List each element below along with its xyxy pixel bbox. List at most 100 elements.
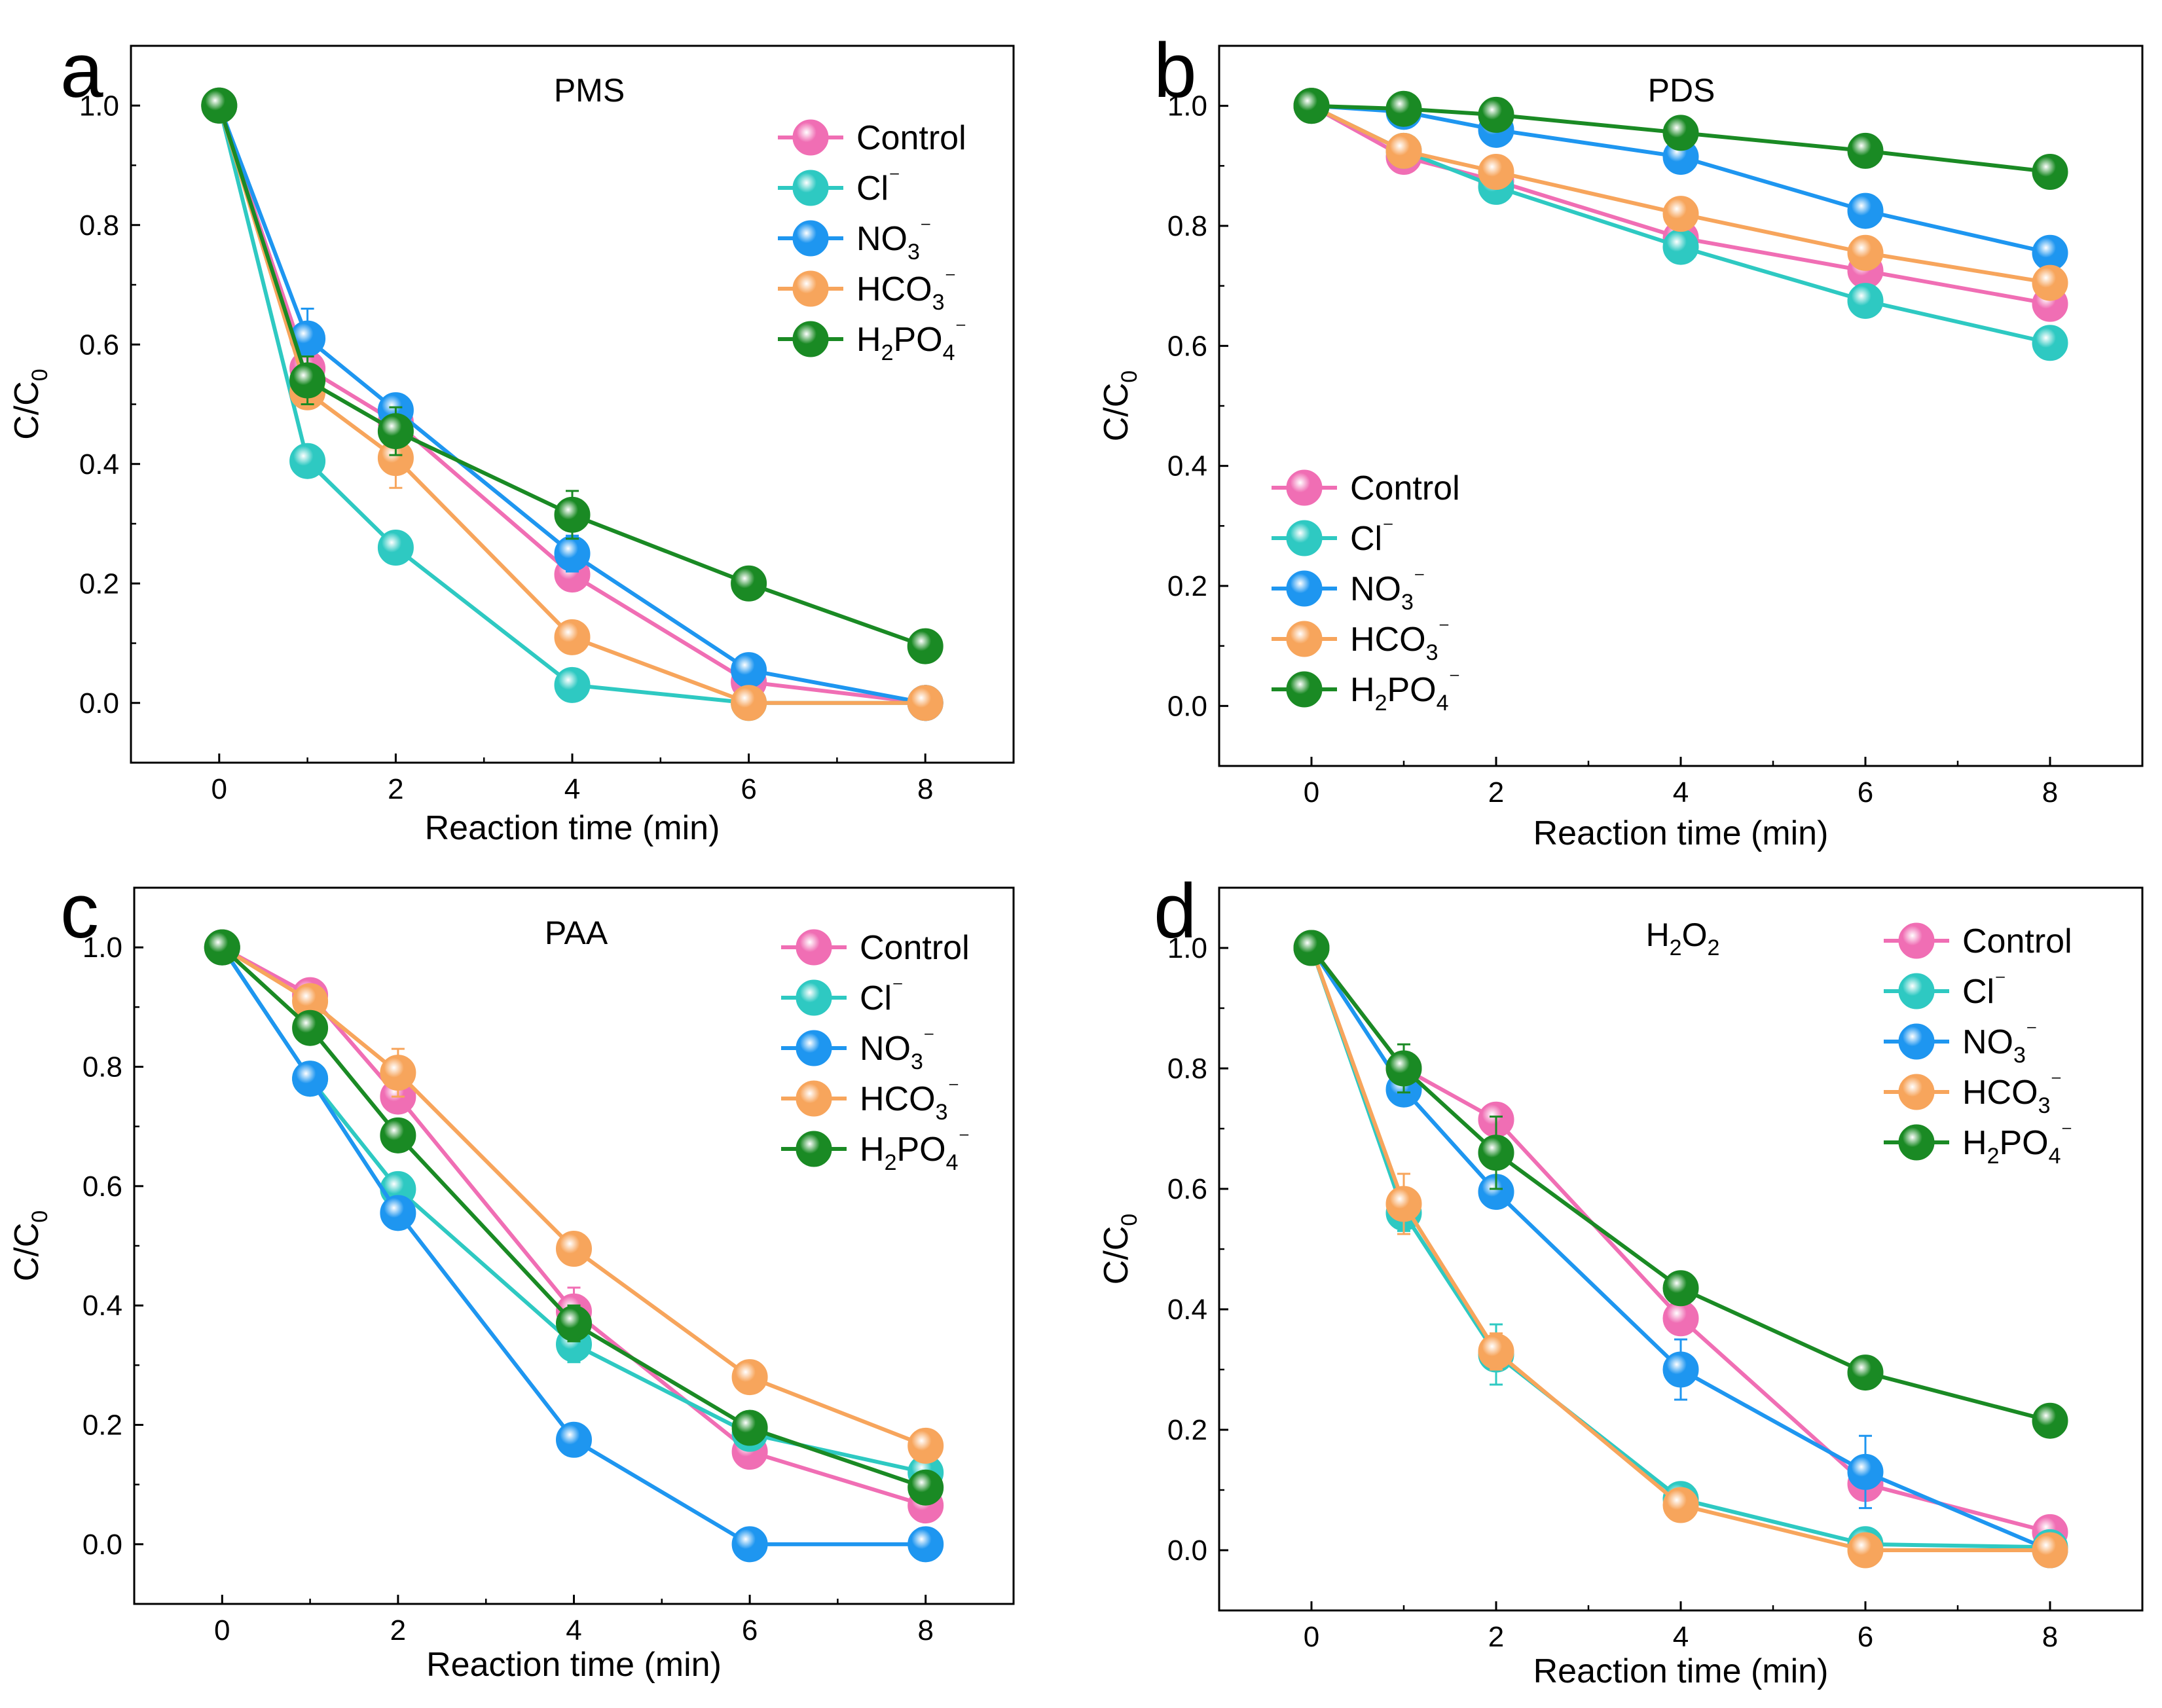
legend-label: H2PO4⁻ — [860, 1127, 970, 1175]
series-line — [1310, 947, 2051, 1423]
series-line — [220, 946, 926, 1546]
legend-label: Cl⁻ — [1350, 516, 1394, 558]
x-tick-label: 8 — [2042, 1621, 2058, 1653]
data-point — [201, 87, 238, 124]
data-point — [1847, 1354, 1884, 1391]
data-point — [2032, 1402, 2068, 1439]
y-tick-label: 1.0 — [82, 932, 122, 964]
data-point — [1478, 1135, 1514, 1171]
x-tick-label: 0 — [214, 1614, 230, 1646]
legend-marker — [1898, 1023, 1935, 1060]
series-4 — [201, 87, 944, 664]
legend-label: HCO3⁻ — [1350, 617, 1450, 665]
x-tick-label: 6 — [742, 1614, 758, 1646]
legend: Control Cl⁻ NO3⁻HCO3⁻H2PO4⁻ — [778, 119, 967, 365]
legend-marker — [792, 321, 829, 357]
panel-title: PAA — [545, 915, 608, 951]
data-point — [1847, 132, 1884, 169]
y-tick-label: 0.8 — [79, 209, 119, 242]
x-tick-label: 6 — [741, 773, 756, 805]
legend-marker — [796, 1131, 832, 1167]
data-point — [2032, 234, 2068, 271]
legend: Control Cl⁻ NO3⁻HCO3⁻H2PO4⁻ — [1272, 469, 1461, 716]
x-tick-label: 4 — [1673, 1621, 1689, 1653]
data-point — [731, 1526, 768, 1563]
x-axis-title: Reaction time (min) — [425, 809, 720, 847]
data-point — [907, 685, 944, 721]
data-point — [907, 1526, 944, 1563]
data-point — [1385, 1050, 1422, 1087]
panel-title: H2O2 — [1646, 917, 1720, 960]
data-point — [731, 652, 767, 689]
data-point — [1662, 196, 1699, 232]
y-axis-title: C/C0 — [8, 1210, 52, 1281]
y-tick-label: 0.2 — [1167, 1414, 1207, 1446]
y-axis-title: C/C0 — [1097, 1214, 1142, 1284]
legend-label: NO3⁻ — [860, 1026, 935, 1074]
y-tick-label: 0.0 — [82, 1529, 122, 1561]
series-line — [1310, 947, 2051, 1552]
x-tick-label: 2 — [390, 1614, 406, 1646]
x-tick-label: 2 — [1488, 776, 1504, 809]
data-point — [1847, 1453, 1884, 1490]
data-point — [1662, 115, 1699, 151]
data-point — [907, 628, 944, 664]
series-4 — [1293, 930, 2068, 1439]
legend-marker — [792, 170, 829, 206]
data-point — [289, 443, 326, 479]
legend-marker — [796, 1080, 832, 1117]
x-tick-label: 0 — [1304, 776, 1319, 809]
panel-letter: a — [60, 27, 103, 114]
data-point — [731, 1359, 768, 1396]
y-tick-label: 0.8 — [1167, 210, 1207, 242]
data-point — [1662, 1300, 1699, 1337]
x-axis-title: Reaction time (min) — [426, 1646, 722, 1684]
y-tick-label: 0.8 — [82, 1051, 122, 1083]
series-4 — [204, 929, 944, 1506]
data-point — [292, 1009, 329, 1046]
data-point — [907, 1427, 944, 1464]
series-line — [1310, 947, 2050, 1552]
legend-label: HCO3⁻ — [856, 266, 956, 315]
data-point — [1847, 192, 1884, 229]
y-tick-label: 0.0 — [1167, 690, 1207, 722]
y-axis-title: C/C0 — [8, 369, 52, 439]
legend-marker — [796, 1030, 832, 1066]
legend-marker — [1898, 1074, 1935, 1110]
y-tick-label: 0.0 — [79, 687, 119, 719]
data-point — [204, 929, 240, 966]
data-point — [380, 1055, 416, 1091]
series-line — [217, 105, 926, 705]
series-line — [217, 105, 926, 648]
data-point — [377, 530, 414, 566]
x-tick-label: 6 — [1858, 1621, 1873, 1653]
legend-label: NO3⁻ — [1350, 566, 1425, 615]
legend-marker — [1898, 922, 1935, 959]
data-point — [1847, 283, 1884, 319]
x-tick-label: 0 — [211, 773, 227, 805]
x-axis-title: Reaction time (min) — [1533, 814, 1829, 852]
legend-marker — [792, 270, 829, 307]
data-point — [554, 619, 591, 655]
y-tick-label: 0.2 — [79, 568, 119, 600]
y-tick-label: 1.0 — [1167, 932, 1207, 964]
y-tick-label: 0.4 — [82, 1290, 122, 1322]
x-tick-label: 2 — [388, 773, 403, 805]
legend-label: NO3⁻ — [856, 216, 932, 264]
y-tick-label: 0.6 — [82, 1171, 122, 1203]
data-point — [731, 565, 767, 602]
data-point — [554, 666, 591, 703]
legend-label: HCO3⁻ — [1962, 1070, 2062, 1118]
data-point — [1385, 132, 1422, 169]
x-tick-label: 2 — [1488, 1621, 1504, 1653]
data-point — [2032, 264, 2068, 301]
series-2 — [1293, 930, 2068, 1569]
data-point — [1478, 1333, 1514, 1370]
legend-marker — [1286, 671, 1323, 708]
data-point — [1662, 1270, 1699, 1307]
legend-marker — [1286, 570, 1323, 607]
x-tick-label: 6 — [1858, 776, 1873, 809]
data-point — [1385, 90, 1422, 127]
legend-label: Control — [1350, 469, 1460, 507]
y-tick-label: 1.0 — [1167, 90, 1207, 122]
